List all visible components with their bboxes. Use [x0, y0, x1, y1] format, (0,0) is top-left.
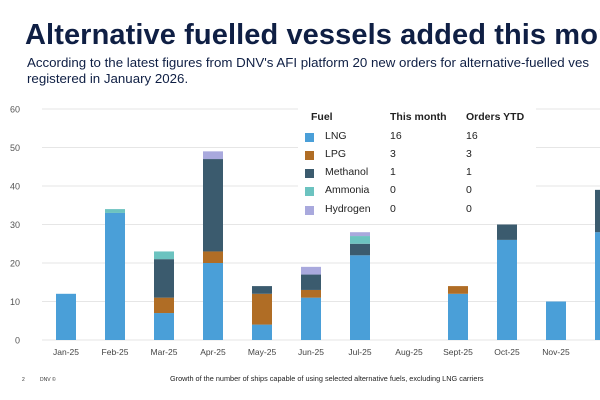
legend-swatch — [305, 151, 314, 160]
bar-segment-lng — [448, 293, 468, 340]
bar-segment-methanol — [595, 189, 600, 233]
legend-row-ammonia: Ammonia 0 0 — [298, 184, 536, 200]
bar-segment-ammonia — [105, 209, 125, 213]
legend-this-month: 3 — [390, 148, 396, 160]
chart-caption: Growth of the number of ships capable of… — [170, 374, 484, 383]
bar-segment-methanol — [301, 274, 321, 290]
bar-segment-lpg — [448, 286, 468, 294]
bar-segment-lng — [350, 255, 370, 340]
bar-segment-lng — [546, 301, 566, 340]
legend-header-ytd: Orders YTD — [466, 111, 525, 123]
legend-this-month: 0 — [390, 184, 396, 196]
subtitle-line-2: registered in January 2026. — [27, 71, 189, 86]
x-tick-label: Sept-25 — [443, 347, 473, 357]
bar-segment-lng — [301, 297, 321, 340]
legend-row-lpg: LPG 3 3 — [298, 148, 536, 164]
page-title: Alternative fuelled vessels added this m… — [25, 19, 600, 51]
bar-segment-lng — [252, 324, 272, 340]
y-tick-label: 20 — [10, 259, 20, 269]
legend-fuel: Hydrogen — [325, 203, 371, 215]
x-tick-label: Mar-25 — [151, 347, 178, 357]
bar-segment-methanol — [154, 259, 174, 298]
legend-header-this-month: This month — [390, 111, 447, 123]
bar-segment-lng — [203, 263, 223, 340]
legend-swatch — [305, 206, 314, 215]
bar-segment-lng — [154, 313, 174, 340]
legend-ytd: 0 — [466, 184, 472, 196]
page-number: 2 — [22, 377, 25, 383]
legend-this-month: 16 — [390, 130, 402, 142]
x-tick-label: Jul-25 — [348, 347, 371, 357]
bar-segment-hydrogen — [301, 266, 321, 275]
bar-segment-methanol — [497, 224, 517, 240]
legend-swatch — [305, 133, 314, 142]
legend-ytd: 16 — [466, 130, 478, 142]
legend-ytd: 0 — [466, 203, 472, 215]
bar-segment-hydrogen — [350, 232, 370, 237]
y-tick-label: 60 — [10, 105, 20, 115]
legend-swatch — [305, 169, 314, 178]
legend-fuel: Ammonia — [325, 184, 370, 196]
legend-header-fuel: Fuel — [311, 111, 333, 123]
bar-segment-lpg — [154, 297, 174, 314]
bar-segment-lng — [56, 293, 76, 340]
bar-segment-lng — [105, 212, 125, 340]
bar-segment-hydrogen — [203, 151, 223, 160]
x-tick-label: Oct-25 — [494, 347, 520, 357]
y-tick-label: 0 — [15, 336, 20, 346]
legend-swatch — [305, 187, 314, 196]
y-tick-label: 10 — [10, 297, 20, 307]
bar-segment-ammonia — [350, 236, 370, 244]
legend-this-month: 1 — [390, 166, 396, 178]
x-tick-label: May-25 — [248, 347, 277, 357]
y-tick-label: 50 — [10, 143, 20, 153]
bar-segment-lng — [595, 232, 600, 340]
bar-segment-lng — [497, 239, 517, 340]
legend-ytd: 3 — [466, 148, 472, 160]
bar-segment-lpg — [252, 293, 272, 325]
legend-ytd: 1 — [466, 166, 472, 178]
legend-fuel: LPG — [325, 148, 347, 160]
x-tick-label: Apr-25 — [200, 347, 226, 357]
x-tick-label: Aug-25 — [395, 347, 423, 357]
legend-fuel: LNG — [325, 130, 347, 142]
brand-label: DNV © — [40, 377, 56, 383]
legend-header-row: Fuel This month Orders YTD — [298, 111, 536, 127]
legend-fuel: Methanol — [325, 166, 369, 178]
subtitle-line-1: According to the latest figures from DNV… — [27, 55, 589, 70]
bar-segment-methanol — [350, 243, 370, 256]
x-tick-label: Nov-25 — [542, 347, 570, 357]
y-tick-label: 30 — [10, 220, 20, 230]
bar-segment-ammonia — [154, 251, 174, 260]
bar-segment-methanol — [252, 286, 272, 294]
x-tick-label: Jan-25 — [53, 347, 79, 357]
legend-table: Fuel This month Orders YTD LNG 16 16 LPG… — [298, 106, 536, 224]
x-tick-label: Feb-25 — [102, 347, 129, 357]
legend-row-hydrogen: Hydrogen 0 0 — [298, 203, 536, 219]
bar-segment-lpg — [203, 251, 223, 263]
x-tick-label: Jun-25 — [298, 347, 324, 357]
page-subtitle: According to the latest figures from DNV… — [27, 55, 589, 87]
legend-this-month: 0 — [390, 203, 396, 215]
y-tick-label: 40 — [10, 182, 20, 192]
legend-row-methanol: Methanol 1 1 — [298, 166, 536, 182]
bar-segment-methanol — [203, 159, 223, 252]
bar-segment-lpg — [301, 289, 321, 298]
legend-row-lng: LNG 16 16 — [298, 130, 536, 146]
